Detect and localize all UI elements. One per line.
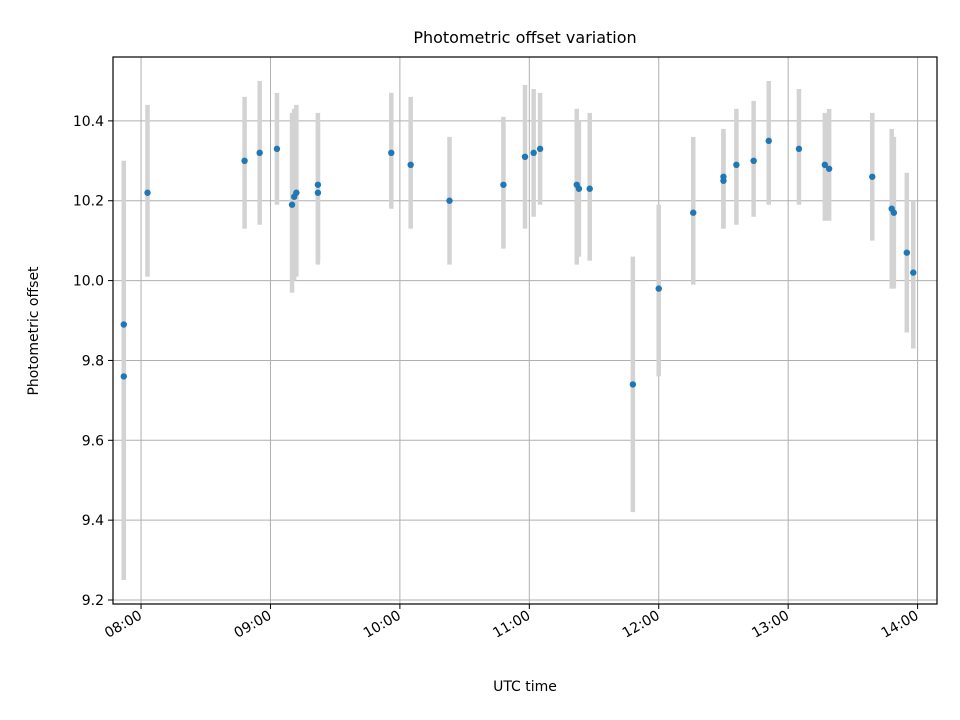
- plot-frame: [112, 56, 938, 605]
- data-point: [446, 197, 453, 204]
- data-points: [120, 137, 917, 388]
- data-point: [288, 201, 296, 208]
- x-tick-label: 09:00: [232, 608, 275, 642]
- data-point: [575, 185, 583, 192]
- y-tick-label: 10.4: [73, 114, 104, 130]
- data-point: [241, 157, 248, 165]
- data-point: [586, 185, 593, 192]
- data-point: [521, 153, 529, 161]
- data-point: [655, 285, 662, 292]
- data-point: [120, 373, 127, 380]
- data-point: [629, 381, 637, 388]
- y-tick-label: 9.2: [82, 593, 104, 609]
- data-point: [293, 189, 300, 196]
- data-point: [530, 149, 537, 157]
- y-tick-label: 10.0: [73, 274, 104, 290]
- x-axis-ticks: 08:00 09:00 10:00 11:00 12:00 13:00 14:00: [102, 604, 922, 642]
- x-tick-label: 14:00: [879, 608, 922, 642]
- data-point: [750, 157, 757, 165]
- data-point: [144, 189, 151, 196]
- x-tick-label: 10:00: [361, 608, 404, 642]
- data-point: [314, 181, 322, 188]
- x-tick-label: 12:00: [620, 608, 663, 642]
- data-point: [795, 145, 803, 153]
- x-tick-label: 13:00: [749, 608, 792, 642]
- y-tick-label: 9.4: [82, 513, 104, 529]
- data-point: [733, 161, 740, 169]
- y-axis-ticks: 9.2 9.4 9.6 9.8 10.0 10.2 10.4: [73, 114, 113, 609]
- chart-title: Photometric offset variation: [413, 28, 636, 47]
- y-tick-label: 9.8: [82, 353, 104, 369]
- data-point: [314, 189, 322, 196]
- y-tick-label: 10.2: [73, 194, 104, 210]
- y-axis-label: Photometric offset: [26, 266, 42, 396]
- data-point: [690, 209, 697, 216]
- data-point: [825, 165, 833, 172]
- y-tick-label: 9.6: [82, 433, 104, 449]
- data-point: [910, 269, 917, 276]
- data-point: [388, 149, 395, 157]
- data-point: [120, 321, 127, 328]
- data-point: [536, 145, 544, 153]
- data-point: [273, 145, 281, 153]
- data-point: [720, 177, 727, 184]
- data-point: [256, 149, 263, 157]
- data-point: [765, 137, 772, 145]
- data-point: [869, 173, 876, 180]
- x-tick-label: 11:00: [490, 608, 533, 642]
- data-point: [500, 181, 507, 188]
- data-point: [821, 161, 829, 169]
- data-point: [903, 249, 911, 256]
- x-tick-label: 08:00: [102, 608, 145, 642]
- x-axis-label: UTC time: [493, 679, 557, 695]
- data-point: [407, 161, 414, 169]
- data-point: [890, 209, 898, 216]
